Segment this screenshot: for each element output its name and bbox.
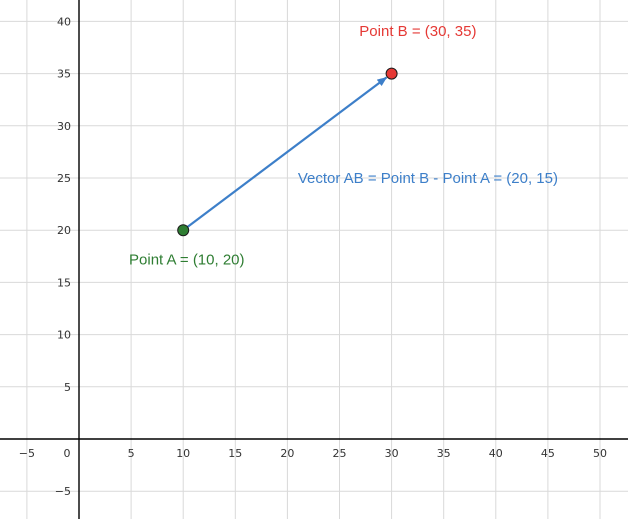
point-b <box>385 67 398 80</box>
y-tick-label: 30 <box>57 120 71 133</box>
y-tick-label: 40 <box>57 15 71 28</box>
x-tick-label: 50 <box>593 447 607 460</box>
x-tick-label: 5 <box>128 447 135 460</box>
point-a <box>177 224 190 237</box>
x-tick-label: 0 <box>64 447 71 460</box>
x-tick-label: 10 <box>176 447 190 460</box>
x-tick-label: 20 <box>280 447 294 460</box>
vector-ab-label: Vector AB = Point B - Point A = (20, 15) <box>298 170 558 187</box>
x-tick-label: 25 <box>333 447 347 460</box>
y-tick-label: 15 <box>57 276 71 289</box>
y-tick-label: 25 <box>57 172 71 185</box>
tick-labels: −5 0 5 10 15 20 25 30 35 40 45 50 −5 5 10 15 20 25 30 35 40 <box>19 15 607 498</box>
x-tick-label: 40 <box>489 447 503 460</box>
y-tick-label: −5 <box>55 485 71 498</box>
x-tick-label: 35 <box>437 447 451 460</box>
chart-marks: Vector AB = Point B - Point A = (20, 15)… <box>129 23 558 269</box>
point-a-label: Point A = (10, 20) <box>129 252 245 269</box>
x-tick-label: 15 <box>228 447 242 460</box>
x-tick-label: 45 <box>541 447 555 460</box>
x-tick-label: −5 <box>19 447 35 460</box>
x-tick-label: 30 <box>385 447 399 460</box>
vector-ab-arrow <box>186 76 388 228</box>
y-tick-label: 10 <box>57 329 71 342</box>
y-tick-label: 35 <box>57 68 71 81</box>
y-tick-label: 5 <box>64 381 71 394</box>
y-tick-label: 20 <box>57 224 71 237</box>
point-b-label: Point B = (30, 35) <box>359 23 476 40</box>
